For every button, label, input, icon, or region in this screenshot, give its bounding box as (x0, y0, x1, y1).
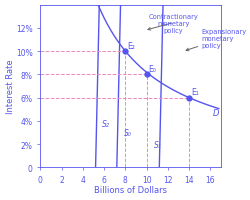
X-axis label: Billions of Dollars: Billions of Dollars (94, 186, 166, 194)
Text: S₁: S₁ (154, 140, 161, 149)
Y-axis label: Interest Rate: Interest Rate (6, 59, 15, 114)
Text: E₁: E₁ (190, 88, 198, 97)
Text: D: D (212, 109, 218, 118)
Text: E₂: E₂ (127, 42, 135, 51)
Text: S₀: S₀ (123, 128, 131, 137)
Text: S₂: S₂ (102, 119, 110, 128)
Text: E₀: E₀ (148, 65, 156, 74)
Text: Expansionary
monetary
policy: Expansionary monetary policy (185, 29, 246, 52)
Text: Contractionary
monetary
policy: Contractionary monetary policy (147, 14, 197, 34)
